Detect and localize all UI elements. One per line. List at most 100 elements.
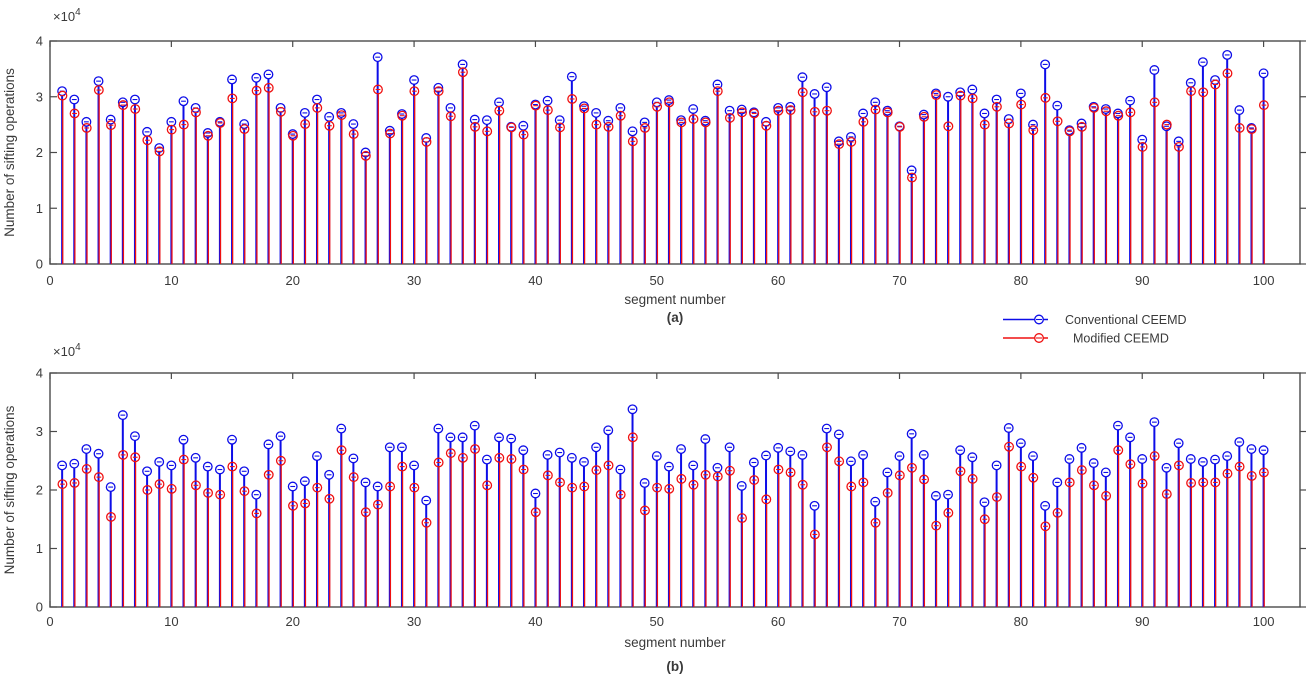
stem-segment-13 <box>202 128 214 264</box>
modified-marker <box>385 481 396 492</box>
conventional-marker <box>202 461 213 472</box>
modified-marker <box>700 469 711 480</box>
modified-marker <box>1246 124 1257 135</box>
modified-marker <box>1052 116 1063 127</box>
modified-marker <box>761 120 772 131</box>
conventional-marker <box>955 87 966 98</box>
modified-marker <box>712 86 723 97</box>
modified-marker <box>288 500 298 511</box>
stem-segment-32 <box>433 423 444 607</box>
conventional-marker <box>263 69 274 80</box>
stem-segment-9 <box>154 456 165 607</box>
conventional-marker <box>1040 59 1051 70</box>
stem-segment-20 <box>287 481 298 607</box>
modified-marker <box>312 102 323 113</box>
x-tick-label: 100 <box>1253 614 1275 629</box>
conventional-marker <box>761 450 771 461</box>
stem-segment-94 <box>1185 77 1197 264</box>
stem-segment-18 <box>263 69 274 264</box>
stem-segment-78 <box>991 94 1002 264</box>
conventional-marker <box>591 107 602 118</box>
conventional-marker <box>627 126 638 137</box>
modified-marker <box>275 455 286 466</box>
stem-segment-62 <box>797 72 808 264</box>
conventional-marker <box>748 457 759 468</box>
modified-marker <box>834 139 845 150</box>
modified-marker <box>81 123 92 133</box>
stem-segment-16 <box>239 466 250 607</box>
conventional-marker <box>639 117 650 128</box>
conventional-marker <box>1258 445 1269 456</box>
stem-segment-25 <box>348 119 359 264</box>
conventional-marker <box>1015 88 1026 99</box>
modified-marker <box>154 479 165 490</box>
modified-marker <box>1089 102 1099 113</box>
modified-marker <box>470 121 481 132</box>
stem-segment-50 <box>651 97 663 264</box>
conventional-marker <box>348 453 359 464</box>
modified-marker <box>882 107 893 118</box>
conventional-marker <box>154 143 165 153</box>
stem-segment-7 <box>130 94 141 264</box>
stem-segment-64 <box>821 82 832 264</box>
modified-marker <box>457 452 468 463</box>
conventional-marker <box>639 478 650 488</box>
stem-segment-48 <box>627 126 638 264</box>
modified-marker <box>967 93 978 104</box>
stem-segment-23 <box>324 111 335 264</box>
stem-segment-56 <box>724 105 735 264</box>
stem-segment-93 <box>1173 438 1184 607</box>
conventional-marker <box>312 451 322 462</box>
stem-segment-67 <box>858 449 869 607</box>
stem-segment-40 <box>530 99 541 264</box>
stem-segment-10 <box>166 460 177 607</box>
modified-marker <box>1258 467 1269 478</box>
stem-segment-91 <box>1149 417 1160 607</box>
stem-segment-1 <box>57 86 68 264</box>
modified-marker <box>870 104 881 115</box>
stem-segment-76 <box>967 452 978 607</box>
stem-segment-50 <box>651 451 663 607</box>
modified-marker <box>118 100 129 111</box>
conventional-marker <box>603 425 614 436</box>
conventional-marker <box>700 434 711 445</box>
conventional-marker <box>130 94 140 105</box>
modified-marker <box>1004 441 1014 452</box>
stem-segment-98 <box>1234 105 1245 264</box>
conventional-marker <box>481 454 492 465</box>
modified-marker <box>615 110 626 121</box>
conventional-marker <box>554 447 565 458</box>
modified-marker <box>749 475 760 486</box>
stem-segment-35 <box>469 420 481 607</box>
conventional-marker <box>785 101 796 112</box>
modified-marker <box>1186 86 1197 97</box>
stem-segment-49 <box>639 478 650 607</box>
conventional-marker <box>566 452 577 463</box>
modified-marker <box>1258 100 1269 111</box>
conventional-marker <box>979 108 990 119</box>
stem-segment-22 <box>312 94 323 264</box>
conventional-marker <box>1052 477 1063 488</box>
modified-marker <box>530 100 541 111</box>
conventional-marker <box>251 72 262 83</box>
modified-marker <box>591 119 602 130</box>
stem-segment-77 <box>979 108 990 264</box>
stem-segment-60 <box>773 102 784 264</box>
conventional-marker <box>227 74 237 85</box>
panel-caption: (b) <box>666 659 683 674</box>
conventional-marker <box>81 116 92 127</box>
modified-marker <box>652 482 663 493</box>
conventional-marker <box>81 444 92 455</box>
stem-segment-75 <box>955 445 966 607</box>
modified-marker <box>1016 461 1027 472</box>
stem-segment-77 <box>979 497 990 607</box>
conventional-marker <box>1173 438 1184 449</box>
stem-segment-41 <box>542 95 553 264</box>
stem-segment-39 <box>518 445 529 607</box>
modified-marker <box>846 136 857 147</box>
conventional-marker <box>1076 442 1087 453</box>
conventional-marker <box>227 434 237 445</box>
modified-marker <box>979 514 990 525</box>
modified-marker <box>652 101 663 112</box>
